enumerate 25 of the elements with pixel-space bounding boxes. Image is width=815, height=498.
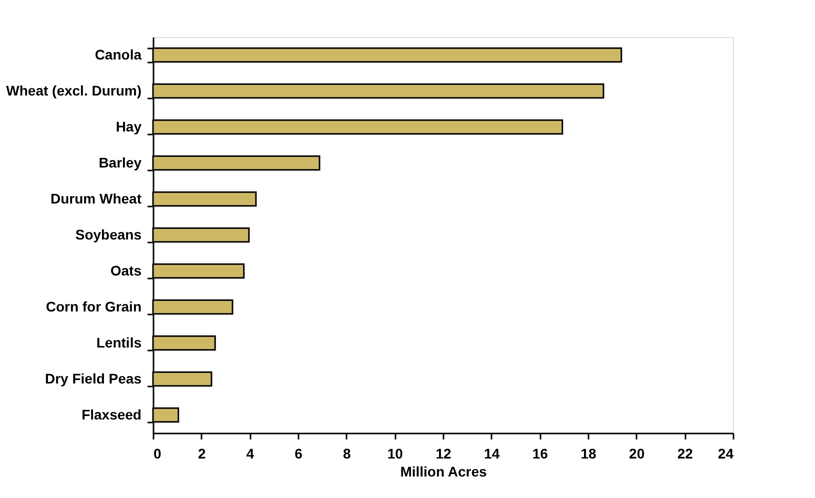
x-tick-label: 0 xyxy=(154,446,162,462)
x-tick-label: 8 xyxy=(342,446,351,462)
y-tick-label: Soybeans xyxy=(75,226,142,242)
y-tick-label: Lentils xyxy=(96,334,142,350)
x-tick-label: 4 xyxy=(246,446,254,462)
x-tick-label: 18 xyxy=(580,446,596,462)
y-tick-label: Flaxseed xyxy=(82,406,142,422)
y-tick-label: Dry Field Peas xyxy=(45,370,142,386)
x-tick-label: 10 xyxy=(387,446,404,462)
y-tick-label: Barley xyxy=(98,154,142,170)
x-axis-title: Million Acres xyxy=(400,464,488,480)
y-tick-label: Oats xyxy=(110,262,142,278)
y-tick-label: Corn for Grain xyxy=(46,298,142,314)
y-tick-label: Wheat (excl. Durum) xyxy=(6,82,142,98)
x-tick-label: 24 xyxy=(718,446,734,462)
y-tick-label: Durum Wheat xyxy=(50,190,142,206)
x-tick-label: 16 xyxy=(532,446,548,462)
y-tick-label: Canola xyxy=(94,46,142,62)
x-tick-label: 20 xyxy=(629,446,645,462)
x-tick-label: 14 xyxy=(484,446,500,462)
x-tick-label: 2 xyxy=(198,446,206,462)
y-tick-label: Hay xyxy=(116,118,142,134)
x-tick-label: 22 xyxy=(677,446,694,462)
x-tick-label: 6 xyxy=(294,446,303,462)
x-tick-label: 12 xyxy=(436,446,452,462)
